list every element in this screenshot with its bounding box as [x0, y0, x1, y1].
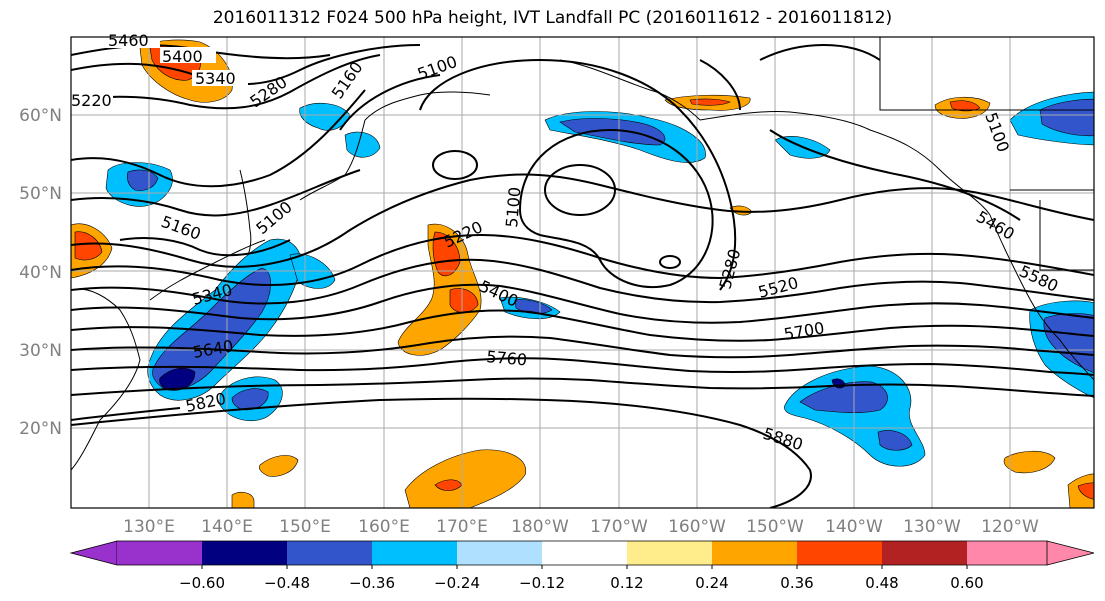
colorbar-segment: [117, 541, 202, 565]
colorbar-segment: [967, 541, 1047, 565]
pos-anomaly-region: [74, 231, 103, 261]
pos-anomaly-region: [258, 455, 299, 477]
pos-anomaly-region: [1003, 450, 1056, 474]
contour-label: 5460: [108, 31, 149, 50]
colorbar-tick-label: −0.60: [179, 574, 225, 592]
colorbar-segment: [202, 541, 287, 565]
contour-label: 5340: [195, 69, 236, 88]
lon-label: 170°W: [590, 517, 648, 537]
colorbar-segment: [627, 541, 712, 565]
neg-anomaly-region: [159, 367, 196, 391]
lat-label: 50°N: [19, 184, 62, 204]
colorbar: −0.60 −0.48 −0.36 −0.24 −0.12 0.12 0.24 …: [69, 540, 1095, 592]
colorbar-segment: [712, 541, 797, 565]
lat-label: 30°N: [19, 341, 62, 361]
lat-label: 40°N: [19, 263, 62, 283]
colorbar-tick-label: 0.60: [950, 574, 983, 592]
contour-label: 5220: [71, 91, 112, 110]
map-frame: [70, 36, 1095, 509]
lon-label: 120°W: [981, 517, 1039, 537]
colorbar-segment: [287, 541, 372, 565]
neg-anomaly-region: [152, 267, 271, 391]
neg-anomaly-region: [344, 131, 381, 158]
neg-anomaly-region: [231, 388, 269, 411]
colorbar-segment: [542, 541, 627, 565]
lat-label: 20°N: [19, 419, 62, 439]
lon-label: 130°W: [903, 517, 961, 537]
lon-label: 150°E: [279, 517, 331, 537]
contour-label: 5760: [486, 347, 528, 369]
colorbar-segment: [372, 541, 457, 565]
pos-anomaly-region: [1077, 482, 1094, 500]
neg-anomaly-region: [877, 430, 913, 451]
colorbar-tick-label: 0.36: [780, 574, 813, 592]
pos-anomaly-region: [231, 491, 255, 508]
lon-label: 160°W: [668, 517, 726, 537]
colorbar-tick-label: 0.24: [695, 574, 728, 592]
colorbar-ticks: [201, 565, 968, 569]
colorbar-tick-label: −0.36: [349, 574, 395, 592]
colorbar-tick-label: 0.12: [610, 574, 643, 592]
lat-label: 60°N: [19, 106, 62, 126]
lon-label: 140°E: [201, 517, 253, 537]
colorbar-tick-label: −0.24: [434, 574, 480, 592]
lon-label: 140°W: [825, 517, 883, 537]
pos-anomaly-region: [404, 449, 527, 508]
lon-label: 160°E: [358, 517, 410, 537]
neg-anomaly-region: [1039, 99, 1094, 137]
coastlines: [71, 37, 1094, 471]
colorbar-extend-min: [69, 540, 118, 566]
map-title: 2016011312 F024 500 hPa height, IVT Land…: [212, 8, 893, 28]
colorbar-tick-label: −0.12: [519, 574, 565, 592]
colorbar-tick-label: −0.48: [264, 574, 310, 592]
colorbar-segment: [882, 541, 967, 565]
contour-label: 5400: [162, 47, 203, 66]
neg-anomaly-region: [559, 118, 666, 146]
latitude-labels: 60°N 50°N 40°N 30°N 20°N: [19, 106, 62, 439]
lon-label: 170°E: [436, 517, 488, 537]
colorbar-segment: [797, 541, 882, 565]
longitude-labels: 130°E 140°E 150°E 160°E 170°E 180°W 170°…: [123, 517, 1039, 537]
neg-anomaly-region: [1043, 313, 1094, 374]
neg-anomaly-region: [299, 102, 351, 131]
lon-label: 180°W: [511, 517, 569, 537]
colorbar-tick-label: 0.48: [865, 574, 898, 592]
lon-label: 150°W: [746, 517, 804, 537]
graticule: [71, 37, 1094, 508]
pos-anomaly-region: [432, 231, 461, 277]
pos-anomaly-region: [689, 98, 731, 106]
colorbar-segment: [457, 541, 542, 565]
lon-label: 130°E: [123, 517, 175, 537]
colorbar-extend-max: [1046, 540, 1095, 566]
contour-label: 5100: [502, 186, 524, 228]
